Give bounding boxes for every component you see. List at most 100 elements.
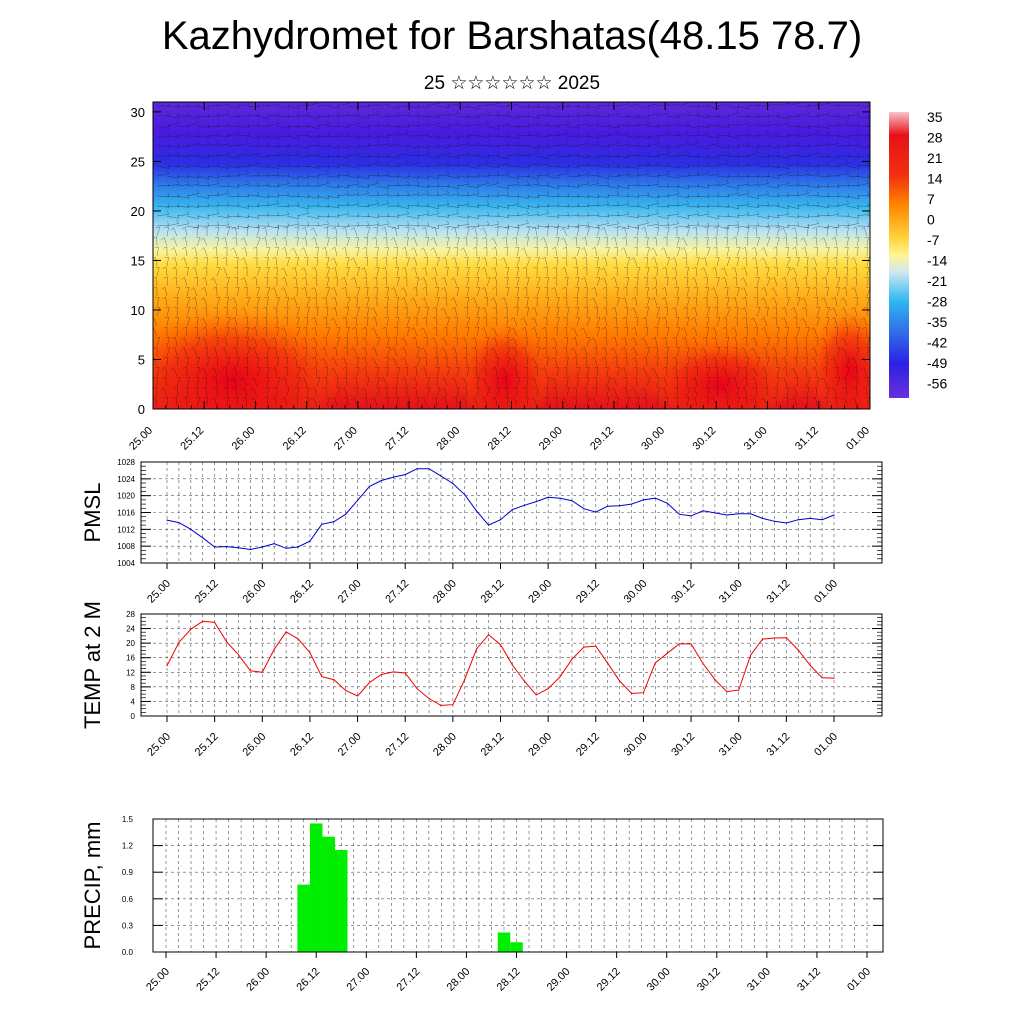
wind-barb	[396, 114, 409, 117]
wind-barb	[846, 175, 859, 178]
wind-barb	[586, 337, 591, 347]
wind-barb	[386, 347, 391, 357]
wind-barb	[696, 115, 709, 118]
wind-barb	[516, 222, 529, 227]
data-point	[499, 519, 502, 521]
wind-barb-flag	[652, 276, 656, 280]
wind-barb	[586, 164, 599, 167]
wind-barb	[706, 155, 719, 159]
wind-barb-flag	[506, 120, 510, 125]
data-point	[714, 512, 716, 514]
wind-barb-flag	[162, 376, 166, 380]
x-tick-label: 25.12	[193, 578, 221, 606]
wind-barb-flag	[310, 337, 315, 340]
wind-barb	[616, 203, 629, 207]
wind-barb	[766, 307, 769, 317]
wind-barb-flag	[744, 236, 749, 239]
wind-barb-flag	[787, 102, 789, 104]
wind-barb-flag	[643, 276, 648, 279]
wind-barb	[826, 387, 830, 397]
wind-barb-flag	[464, 256, 469, 259]
wind-barb	[716, 205, 729, 208]
wind-barb-flag	[650, 247, 654, 251]
wind-barb	[495, 257, 498, 267]
wind-barb	[354, 277, 358, 287]
wind-barb	[833, 357, 838, 367]
wind-barb-flag	[347, 171, 350, 176]
wind-barb	[646, 327, 648, 337]
wind-barb-flag	[856, 130, 860, 135]
wind-barb	[856, 175, 869, 179]
wind-barb-flag	[390, 287, 395, 291]
wind-barb-flag	[547, 191, 550, 196]
wind-barb	[806, 152, 819, 157]
wind-barb	[505, 237, 508, 247]
wind-barb	[346, 153, 359, 157]
wind-barb	[163, 237, 168, 247]
wind-barb-flag	[710, 327, 715, 331]
wind-barb	[346, 203, 359, 207]
wind-barb	[466, 123, 479, 127]
wind-barb	[356, 287, 361, 297]
wind-barb-flag	[263, 356, 268, 359]
wind-barb	[786, 125, 799, 128]
wind-barb	[846, 195, 859, 200]
wind-barb-flag	[637, 114, 640, 119]
x-tick-label: 27.12	[383, 578, 411, 606]
wind-barb-flag	[840, 337, 844, 341]
wind-barb-flag	[547, 111, 550, 116]
wind-barb-flag	[287, 143, 290, 148]
wind-barb	[656, 145, 669, 149]
wind-barb-flag	[597, 154, 600, 159]
wind-barb-flag	[592, 386, 597, 389]
wind-barb	[336, 377, 339, 387]
wind-barb-flag	[623, 306, 628, 309]
wind-barb	[566, 205, 579, 207]
wind-barb-flag	[577, 223, 580, 228]
wind-barb	[533, 357, 538, 367]
wind-barb	[396, 277, 400, 287]
wind-barb	[246, 145, 259, 147]
wind-barb	[346, 307, 350, 317]
wind-barb	[656, 104, 669, 107]
wind-barb-flag	[427, 183, 430, 188]
wind-barb	[736, 214, 749, 217]
wind-barb-flag	[426, 150, 430, 155]
wind-barb	[834, 317, 838, 327]
wind-barb	[606, 387, 610, 397]
wind-barb-flag	[832, 226, 837, 229]
wind-barb-flag	[231, 366, 236, 370]
wind-barb-flag	[634, 316, 639, 319]
wind-barb	[466, 105, 479, 110]
wind-barb	[486, 183, 499, 187]
wind-barb	[746, 175, 759, 177]
wind-barb-flag	[773, 266, 778, 269]
wind-barb-flag	[277, 182, 280, 187]
wind-barb-flag	[477, 131, 480, 136]
wind-barb-flag	[301, 357, 305, 360]
wind-barb	[375, 237, 378, 247]
wind-barb-flag	[500, 297, 505, 301]
wind-barb-flag	[476, 120, 480, 125]
wind-barb	[476, 327, 480, 337]
wind-barb-flag	[597, 161, 600, 166]
wind-barb	[365, 277, 368, 287]
wind-barb	[356, 125, 369, 129]
wind-barb	[753, 317, 758, 327]
colorbar-label: 35	[927, 109, 943, 125]
wind-barb-flag	[531, 327, 535, 330]
wind-barb	[266, 267, 270, 277]
wind-barb-flag	[426, 190, 430, 194]
y-tick-label: 16	[126, 654, 135, 663]
wind-barb	[263, 337, 268, 347]
wind-barb-flag	[544, 226, 549, 229]
wind-barb-flag	[692, 246, 697, 249]
wind-barb	[786, 297, 790, 307]
wind-barb-flag	[420, 367, 425, 371]
wind-barb	[326, 215, 339, 218]
wind-barb	[306, 115, 319, 120]
wind-barb	[606, 397, 610, 407]
wind-barb-flag	[506, 160, 510, 165]
wind-barb	[314, 387, 318, 397]
wind-barb	[726, 175, 739, 177]
